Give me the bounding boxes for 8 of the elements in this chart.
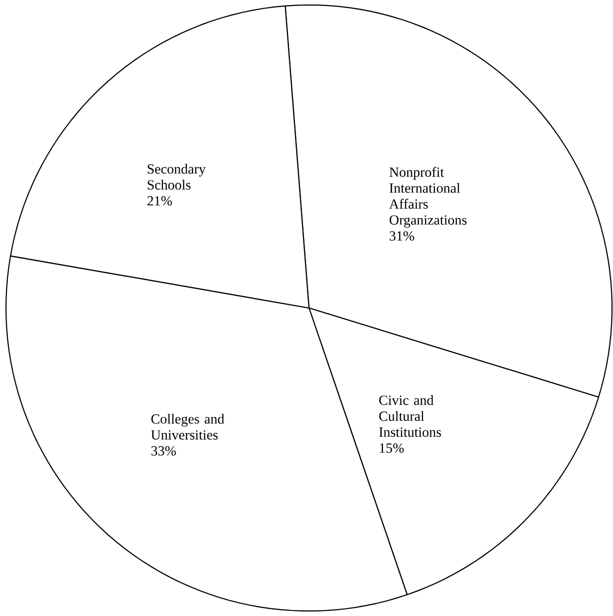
data-label: 15% (380, 443, 404, 453)
slice-label: Colleges and Universities (151, 414, 224, 440)
slice-label: Civic and Cultural Institutions (379, 395, 441, 437)
slice-label: Nonprofit International Affairs Organizations (389, 166, 467, 228)
data-label: 31% (390, 231, 414, 241)
slice-label: Secondary Schools (148, 164, 206, 190)
data-label: 33% (151, 446, 176, 456)
data-label: 21% (147, 196, 172, 206)
